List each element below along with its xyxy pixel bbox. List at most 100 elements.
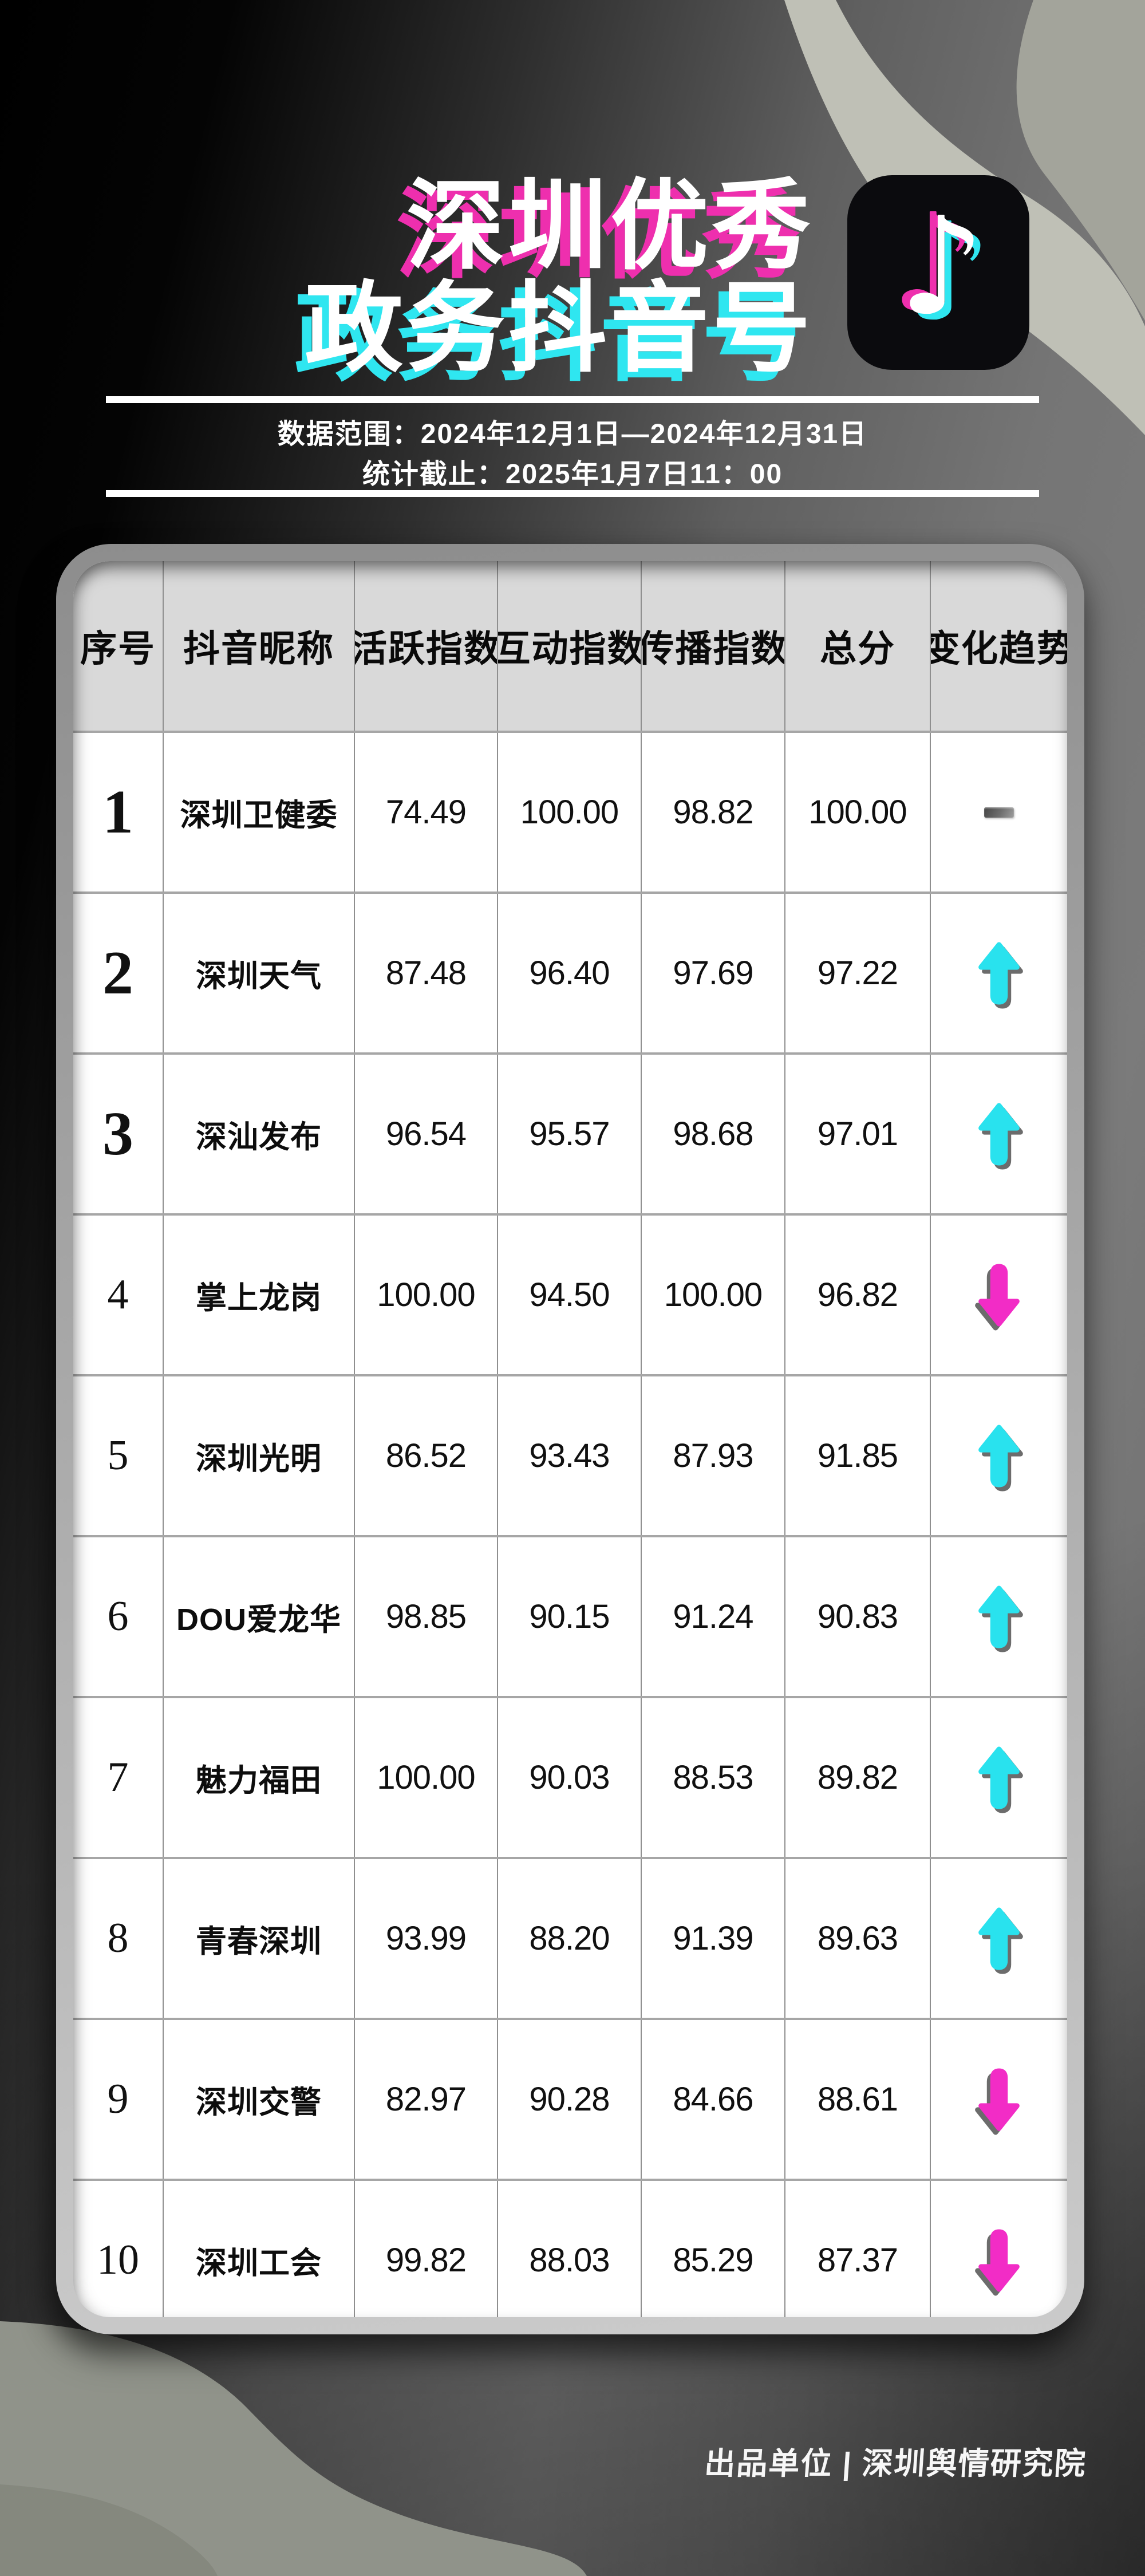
divider-rule-bottom xyxy=(106,490,1039,497)
nickname-cell: 深汕发布 xyxy=(164,1055,355,1213)
table-body: 1 深圳卫健委 74.49 100.00 98.82 100.00 2 深圳天气… xyxy=(73,731,1067,2317)
interact-index-cell: 90.15 xyxy=(498,1537,642,1696)
trend-cell xyxy=(931,894,1067,1052)
active-index-cell: 86.52 xyxy=(355,1376,498,1535)
table-header-row: 序号 抖音昵称 活跃指数 互动指数 传播指数 总分 变化趋势 xyxy=(73,561,1067,731)
nickname-cell: 深圳工会 xyxy=(164,2181,355,2317)
up-arrow-icon xyxy=(978,941,1020,1005)
nickname-cell: 深圳天气 xyxy=(164,894,355,1052)
spread-index-cell: 91.39 xyxy=(642,1859,785,2018)
total-score-cell: 89.63 xyxy=(785,1859,931,2018)
poster-title: 深圳优秀 政务抖音号 xyxy=(305,175,814,380)
interact-index-cell: 90.28 xyxy=(498,2020,642,2179)
header-rank: 序号 xyxy=(73,561,164,731)
active-index-cell: 100.00 xyxy=(355,1216,498,1374)
down-arrow-icon xyxy=(978,2068,1020,2131)
nickname-cell: 深圳交警 xyxy=(164,2020,355,2179)
total-score-cell: 90.83 xyxy=(785,1537,931,1696)
header-total-score: 总分 xyxy=(785,561,931,731)
interact-index-cell: 88.20 xyxy=(498,1859,642,2018)
title-line-1: 深圳优秀 xyxy=(406,171,814,281)
rank-cell: 5 xyxy=(73,1376,164,1535)
active-index-cell: 82.97 xyxy=(355,2020,498,2179)
interact-index-cell: 88.03 xyxy=(498,2181,642,2317)
total-score-cell: 89.82 xyxy=(785,1698,931,1857)
up-arrow-icon xyxy=(978,1102,1020,1166)
rank-cell: 3 xyxy=(73,1055,164,1213)
interact-index-cell: 96.40 xyxy=(498,894,642,1052)
total-score-cell: 88.61 xyxy=(785,2020,931,2179)
interact-index-cell: 95.57 xyxy=(498,1055,642,1213)
ranking-table: 序号 抖音昵称 活跃指数 互动指数 传播指数 总分 变化趋势 1 深圳卫健委 7… xyxy=(73,561,1067,2317)
table-row: 4 掌上龙岗 100.00 94.50 100.00 96.82 xyxy=(73,1213,1067,1374)
rank-cell: 4 xyxy=(73,1216,164,1374)
total-score-cell: 96.82 xyxy=(785,1216,931,1374)
spread-index-cell: 98.68 xyxy=(642,1055,785,1213)
nickname-cell: 魅力福田 xyxy=(164,1698,355,1857)
rank-cell: 9 xyxy=(73,2020,164,2179)
trend-cell xyxy=(931,1537,1067,1696)
spread-index-cell: 98.82 xyxy=(642,733,785,891)
nickname-cell: 掌上龙岗 xyxy=(164,1216,355,1374)
active-index-cell: 74.49 xyxy=(355,733,498,891)
divider-rule-top xyxy=(106,396,1039,403)
interact-index-cell: 93.43 xyxy=(498,1376,642,1535)
trend-cell xyxy=(931,1216,1067,1374)
up-arrow-icon xyxy=(978,1424,1020,1488)
active-index-cell: 93.99 xyxy=(355,1859,498,2018)
tiktok-note-icon: ♪ xyxy=(898,188,985,345)
trend-cell xyxy=(931,1376,1067,1535)
spread-index-cell: 91.24 xyxy=(642,1537,785,1696)
interact-index-cell: 100.00 xyxy=(498,733,642,891)
table-row: 6 DOU爱龙华 98.85 90.15 91.24 90.83 xyxy=(73,1535,1067,1696)
table-row: 3 深汕发布 96.54 95.57 98.68 97.01 xyxy=(73,1052,1067,1213)
deadline-text: 统计截止：2025年1月7日11：00 xyxy=(362,459,783,490)
flat-dash-icon xyxy=(984,807,1014,818)
table-row: 5 深圳光明 86.52 93.43 87.93 91.85 xyxy=(73,1374,1067,1535)
down-arrow-icon xyxy=(978,1263,1020,1327)
trend-cell xyxy=(931,1698,1067,1857)
bottom-left-blob-shape xyxy=(0,2321,587,2576)
total-score-cell: 100.00 xyxy=(785,733,931,891)
ranking-table-card: 序号 抖音昵称 活跃指数 互动指数 传播指数 总分 变化趋势 1 深圳卫健委 7… xyxy=(56,544,1084,2334)
rank-cell: 6 xyxy=(73,1537,164,1696)
trend-cell xyxy=(931,1859,1067,2018)
spread-index-cell: 88.53 xyxy=(642,1698,785,1857)
trend-cell xyxy=(931,733,1067,891)
table-row: 2 深圳天气 87.48 96.40 97.69 97.22 xyxy=(73,891,1067,1052)
sage-blob-shape xyxy=(0,2321,587,2576)
spread-index-cell: 97.69 xyxy=(642,894,785,1052)
rank-cell: 1 xyxy=(73,733,164,891)
up-arrow-icon xyxy=(978,1746,1020,1809)
spread-index-cell: 100.00 xyxy=(642,1216,785,1374)
header-active-index: 活跃指数 xyxy=(355,561,498,731)
trend-cell xyxy=(931,1055,1067,1213)
active-index-cell: 100.00 xyxy=(355,1698,498,1857)
tiktok-app-icon: ♪ xyxy=(847,175,1029,370)
down-arrow-icon xyxy=(978,2228,1020,2292)
interact-index-cell: 94.50 xyxy=(498,1216,642,1374)
total-score-cell: 87.37 xyxy=(785,2181,931,2317)
nickname-cell: DOU爱龙华 xyxy=(164,1537,355,1696)
table-row: 7 魅力福田 100.00 90.03 88.53 89.82 xyxy=(73,1696,1067,1857)
corner-wedge-shape xyxy=(1016,0,1145,321)
header-nickname: 抖音昵称 xyxy=(164,561,355,731)
rank-cell: 8 xyxy=(73,1859,164,2018)
title-line-2: 政务抖音号 xyxy=(305,273,814,384)
sage-blob-inner-shape xyxy=(0,2484,218,2576)
header-trend: 变化趋势 xyxy=(930,629,1067,669)
spread-index-cell: 84.66 xyxy=(642,2020,785,2179)
spread-index-cell: 87.93 xyxy=(642,1376,785,1535)
trend-cell xyxy=(931,2020,1067,2179)
rank-cell: 10 xyxy=(73,2181,164,2317)
nickname-cell: 青春深圳 xyxy=(164,1859,355,2018)
total-score-cell: 91.85 xyxy=(785,1376,931,1535)
table-row: 1 深圳卫健委 74.49 100.00 98.82 100.00 xyxy=(73,731,1067,891)
total-score-cell: 97.22 xyxy=(785,894,931,1052)
spread-index-cell: 85.29 xyxy=(642,2181,785,2317)
producer-credit: 出品单位 | 深圳舆情研究院 xyxy=(703,2447,1088,2481)
table-row: 9 深圳交警 82.97 90.28 84.66 88.61 xyxy=(73,2018,1067,2179)
interact-index-cell: 90.03 xyxy=(498,1698,642,1857)
active-index-cell: 87.48 xyxy=(355,894,498,1052)
date-range-text: 数据范围：2024年12月1日—2024年12月31日 xyxy=(277,419,868,449)
